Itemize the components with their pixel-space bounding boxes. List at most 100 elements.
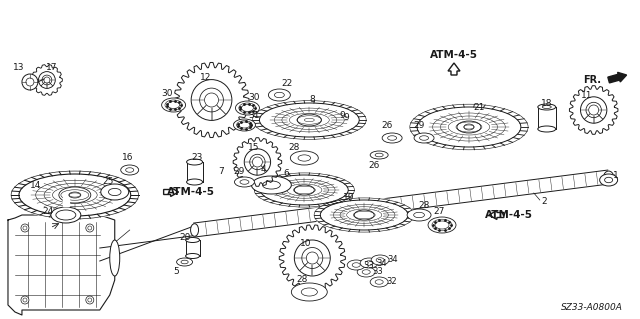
Polygon shape	[8, 215, 115, 315]
Text: 16: 16	[122, 153, 134, 162]
Ellipse shape	[187, 179, 202, 185]
Text: 21: 21	[473, 102, 484, 112]
Ellipse shape	[600, 174, 618, 186]
Polygon shape	[570, 86, 618, 134]
Text: 17: 17	[46, 63, 58, 71]
Text: 1: 1	[612, 170, 618, 180]
Text: 28: 28	[289, 144, 300, 152]
Ellipse shape	[371, 255, 389, 265]
Text: 9: 9	[343, 113, 349, 122]
Text: ATM-4-5: ATM-4-5	[485, 210, 533, 220]
Text: 11: 11	[581, 91, 593, 100]
Text: 32: 32	[386, 278, 396, 286]
Ellipse shape	[187, 159, 202, 165]
Ellipse shape	[268, 89, 291, 101]
Text: 4: 4	[260, 166, 266, 174]
FancyArrow shape	[608, 72, 627, 83]
Polygon shape	[186, 240, 200, 256]
Ellipse shape	[291, 283, 327, 301]
Ellipse shape	[414, 133, 434, 143]
Text: 13: 13	[13, 63, 25, 72]
Ellipse shape	[252, 176, 291, 194]
Polygon shape	[31, 65, 62, 95]
Circle shape	[86, 224, 94, 232]
Text: 34: 34	[376, 258, 387, 268]
Text: 5: 5	[173, 268, 179, 277]
Text: 26: 26	[369, 160, 380, 169]
Text: 33: 33	[363, 261, 374, 270]
Text: 27: 27	[433, 207, 445, 217]
FancyArrow shape	[448, 63, 460, 75]
Text: 14: 14	[30, 181, 42, 189]
Text: SZ33-A0800A: SZ33-A0800A	[561, 303, 623, 313]
Ellipse shape	[382, 133, 402, 143]
Circle shape	[21, 296, 29, 304]
Ellipse shape	[348, 260, 365, 270]
Circle shape	[21, 224, 29, 232]
Text: 18: 18	[541, 100, 552, 108]
Ellipse shape	[234, 119, 255, 131]
Ellipse shape	[538, 104, 556, 110]
Text: ATM-4-5: ATM-4-5	[166, 187, 214, 197]
Text: FR.: FR.	[582, 75, 601, 85]
Polygon shape	[174, 63, 249, 137]
Circle shape	[86, 296, 94, 304]
Ellipse shape	[370, 277, 388, 287]
FancyArrow shape	[489, 211, 504, 219]
Text: 7: 7	[219, 167, 225, 176]
Text: 10: 10	[300, 239, 311, 248]
Text: 9: 9	[339, 110, 345, 120]
Text: 25: 25	[102, 176, 113, 186]
Ellipse shape	[538, 126, 556, 132]
Ellipse shape	[357, 267, 375, 277]
Ellipse shape	[252, 100, 367, 140]
Text: 2: 2	[541, 197, 547, 206]
Ellipse shape	[360, 258, 378, 268]
Text: 12: 12	[200, 73, 211, 83]
Ellipse shape	[291, 151, 318, 165]
Ellipse shape	[370, 151, 388, 159]
Text: 19: 19	[342, 194, 354, 203]
Ellipse shape	[253, 172, 355, 208]
Polygon shape	[279, 225, 346, 291]
Ellipse shape	[10, 170, 140, 220]
Ellipse shape	[313, 197, 415, 233]
Circle shape	[22, 74, 38, 90]
Ellipse shape	[428, 217, 456, 233]
Ellipse shape	[177, 258, 193, 266]
Ellipse shape	[236, 101, 259, 115]
Text: 30: 30	[249, 93, 260, 101]
Text: 15: 15	[248, 143, 259, 152]
Text: 34: 34	[387, 256, 397, 264]
Polygon shape	[187, 162, 202, 182]
Polygon shape	[194, 170, 609, 237]
Polygon shape	[538, 107, 556, 129]
Text: 24: 24	[42, 207, 54, 217]
Text: 26: 26	[381, 122, 393, 130]
Text: 28: 28	[419, 201, 429, 210]
Text: 20: 20	[179, 233, 190, 241]
Ellipse shape	[186, 238, 200, 242]
Ellipse shape	[191, 224, 198, 236]
Text: 29: 29	[234, 167, 245, 175]
Text: 29: 29	[413, 121, 425, 130]
Polygon shape	[233, 138, 282, 186]
Ellipse shape	[604, 171, 614, 183]
Text: 6: 6	[284, 169, 289, 179]
Ellipse shape	[407, 209, 431, 221]
Ellipse shape	[121, 165, 139, 175]
Text: 33: 33	[372, 268, 383, 277]
Text: 8: 8	[309, 95, 315, 105]
Text: 23: 23	[191, 152, 202, 161]
Text: ATM-4-5: ATM-4-5	[430, 50, 478, 60]
FancyArrow shape	[164, 188, 179, 197]
Ellipse shape	[51, 207, 81, 223]
Text: 28: 28	[296, 276, 308, 285]
Ellipse shape	[100, 184, 129, 200]
Ellipse shape	[234, 177, 255, 187]
Ellipse shape	[162, 98, 186, 112]
Ellipse shape	[186, 254, 200, 258]
Ellipse shape	[109, 240, 120, 276]
Ellipse shape	[409, 103, 529, 151]
Text: 22: 22	[282, 79, 293, 88]
